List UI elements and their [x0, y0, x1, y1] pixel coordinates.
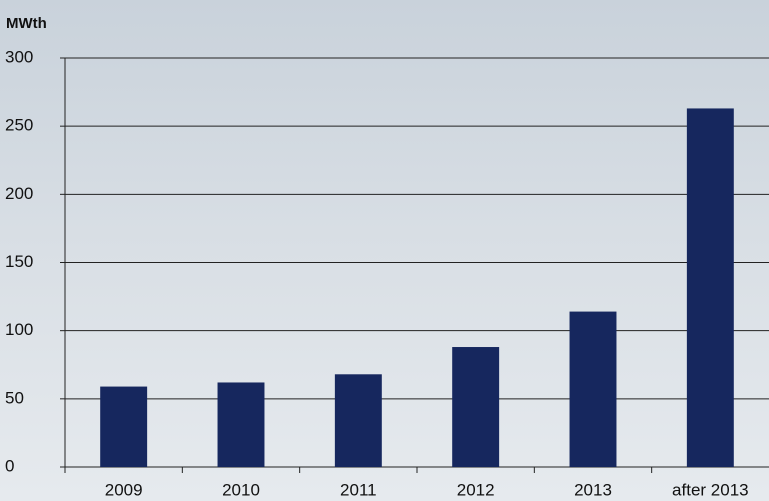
y-tick-label: 200: [5, 184, 33, 203]
bar: [335, 374, 382, 467]
chart: MWth 0 50 100 150 200 250 300 2009 2010 2011 2012 2…: [0, 0, 769, 501]
y-tick-label: 50: [5, 388, 24, 407]
x-tick-label: 2010: [222, 480, 260, 499]
bar: [218, 382, 265, 467]
x-tick-label: 2012: [457, 480, 495, 499]
x-tick-label: 2013: [574, 480, 612, 499]
y-tick-label: 0: [5, 456, 14, 475]
y-tick-label: 250: [5, 116, 33, 135]
page: MWth 0 50 100 150 200 250 300 2009 2010 2011 2012 2…: [0, 0, 769, 501]
bar: [100, 387, 147, 467]
bar: [570, 312, 617, 467]
x-tick-label: 2011: [340, 480, 377, 499]
y-tick-label: 100: [5, 320, 33, 339]
x-tick-label: 2009: [105, 480, 143, 499]
bar: [452, 347, 499, 467]
x-tick-label: after 2013: [672, 480, 749, 499]
y-axis-label: MWth: [6, 15, 47, 32]
bar: [687, 108, 734, 467]
y-tick-label: 300: [5, 47, 33, 66]
y-tick-label: 150: [5, 252, 33, 271]
